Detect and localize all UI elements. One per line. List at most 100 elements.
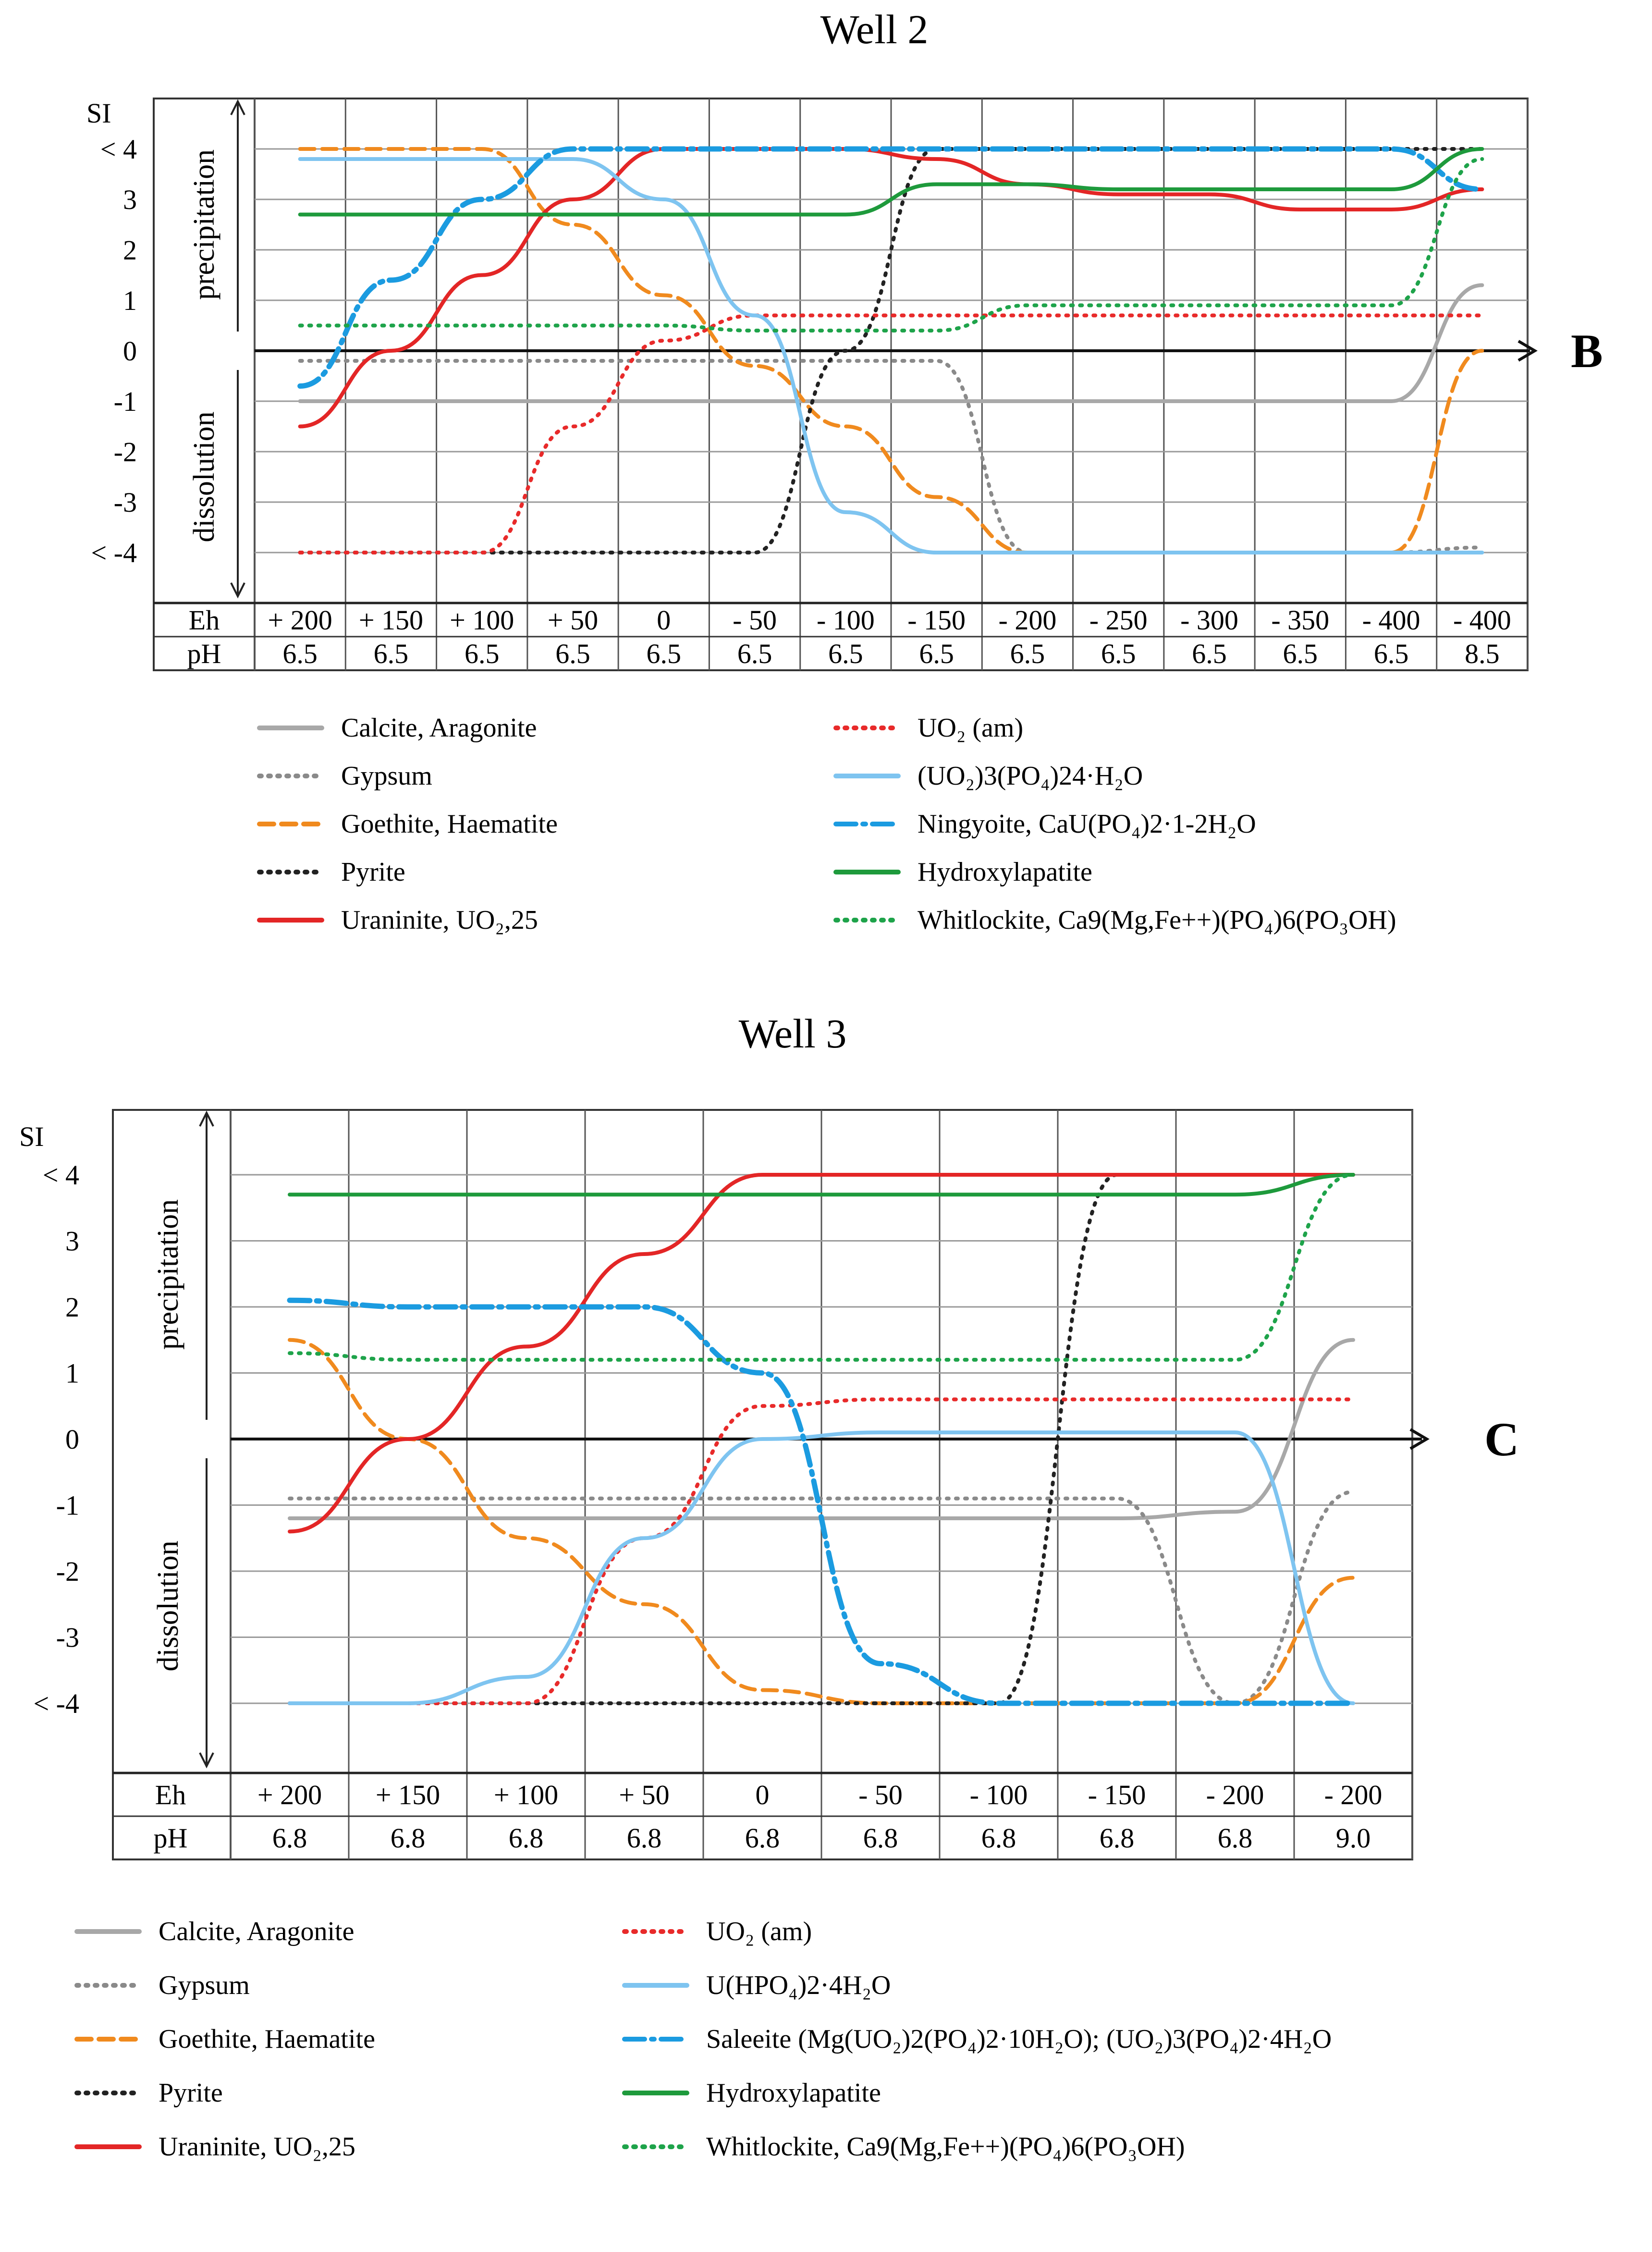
y-tick-label: < -4 <box>91 537 137 568</box>
y-tick-label: -2 <box>56 1556 79 1587</box>
ph-value: 6.8 <box>627 1822 662 1854</box>
y-tick-label: 2 <box>65 1292 79 1323</box>
y-tick-label: 0 <box>123 335 137 367</box>
y-tick-label: 0 <box>65 1424 79 1455</box>
arrowhead-down <box>199 1752 214 1769</box>
y-tick-label: < -4 <box>33 1688 79 1719</box>
ph-value: 8.5 <box>1465 638 1500 669</box>
series-line <box>288 1173 1355 1197</box>
eh-value: - 50 <box>733 604 777 636</box>
ph-value: 6.8 <box>391 1822 426 1854</box>
eh-value: - 50 <box>858 1779 903 1810</box>
eh-value: - 200 <box>999 604 1057 636</box>
legend-label: UO₂ (am) <box>706 1917 812 1946</box>
series-line <box>288 1338 1355 1520</box>
arrowhead-down <box>230 582 245 599</box>
eh-value: - 400 <box>1453 604 1511 636</box>
series-line <box>288 1397 1355 1705</box>
ph-value: 6.5 <box>737 638 772 669</box>
legend-label: Gypsum <box>159 1970 250 2000</box>
series-line <box>297 146 1485 389</box>
eh-value: + 200 <box>268 604 332 636</box>
y-tick-label: 1 <box>65 1358 79 1389</box>
eh-value: - 200 <box>1324 1779 1383 1810</box>
ph-value: 9.0 <box>1336 1822 1371 1854</box>
legend-label: Gypsum <box>341 761 432 791</box>
ph-value: 6.5 <box>828 638 863 669</box>
legend-label: Hydroxylapatite <box>918 857 1092 887</box>
y-tick-label: -3 <box>114 487 137 518</box>
series-line <box>298 283 1484 404</box>
zero-axis-arrowhead <box>1517 340 1538 362</box>
legend-label: Whitlockite, Ca9(Mg,Fe++)(PO₄)6(PO₃OH) <box>706 2132 1185 2162</box>
legend: Calcite, Aragonite Gypsum Goethite, Haemat… <box>74 1917 1332 2162</box>
ph-value: 6.5 <box>1010 638 1045 669</box>
dissolution-label: dissolution <box>152 1540 184 1671</box>
eh-value: - 100 <box>817 604 875 636</box>
plot-frame <box>153 98 1529 671</box>
ph-value: 6.8 <box>745 1822 780 1854</box>
eh-value: - 150 <box>1088 1779 1146 1810</box>
y-tick-label: -1 <box>114 386 137 417</box>
panel-marker: B <box>1571 324 1603 378</box>
series-line <box>288 1490 1355 1706</box>
legend-label: UO₂ (am) <box>918 713 1023 743</box>
chart-well-3: Well 3 < 4 3 2 1 0 -1 -2 -3 < -4 SI precipitation di… <box>19 1010 1519 2162</box>
eh-value: - 300 <box>1180 604 1238 636</box>
y-tick-label: < 4 <box>43 1159 79 1191</box>
chart-title: Well 3 <box>739 1010 847 1057</box>
dissolution-label: dissolution <box>188 411 220 542</box>
ph-value: 6.5 <box>555 638 590 669</box>
ph-value: 6.5 <box>1374 638 1409 669</box>
eh-value: + 50 <box>548 604 598 636</box>
eh-row-label: Eh <box>189 604 220 636</box>
ph-row-label: pH <box>154 1822 188 1854</box>
eh-value: + 150 <box>359 604 423 636</box>
legend-label: Calcite, Aragonite <box>159 1917 354 1946</box>
plot-frame <box>112 1109 1413 1860</box>
ph-value: 6.5 <box>1101 638 1136 669</box>
arrowhead-up <box>199 1110 214 1127</box>
zero-axis-arrowhead <box>1409 1428 1430 1450</box>
y-tick-label: -1 <box>56 1490 79 1521</box>
ph-value: 6.5 <box>465 638 500 669</box>
precipitation-label: precipitation <box>152 1199 184 1350</box>
series-line <box>288 1173 1355 1705</box>
series-line <box>288 1173 1355 1534</box>
legend-label: Calcite, Aragonite <box>341 713 537 743</box>
y-tick-label: 1 <box>123 285 137 316</box>
ph-value: 6.5 <box>374 638 409 669</box>
eh-value: - 200 <box>1206 1779 1264 1810</box>
eh-value: + 200 <box>257 1779 322 1810</box>
precipitation-label: precipitation <box>188 149 220 300</box>
legend-label: Whitlockite, Ca9(Mg,Fe++)(PO₄)6(PO₃OH) <box>918 905 1396 935</box>
y-tick-label: -3 <box>56 1622 79 1653</box>
eh-value: + 100 <box>450 604 514 636</box>
eh-value: - 350 <box>1271 604 1329 636</box>
ph-value: 6.8 <box>1100 1822 1135 1854</box>
arrowhead-up <box>230 99 245 115</box>
eh-value: 0 <box>657 604 671 636</box>
legend-label: Uraninite, UO₂,25 <box>159 2132 355 2162</box>
series-line <box>298 358 1484 555</box>
y-tick-label: -2 <box>114 436 137 468</box>
ph-row-label: pH <box>187 638 221 669</box>
series-line <box>288 1430 1355 1705</box>
series-line <box>298 147 1484 217</box>
eh-value: 0 <box>756 1779 770 1810</box>
eh-value: - 400 <box>1362 604 1420 636</box>
eh-value: + 100 <box>494 1779 558 1810</box>
y-tick-label: 3 <box>65 1226 79 1257</box>
ph-value: 6.8 <box>981 1822 1016 1854</box>
legend-label: Pyrite <box>159 2078 223 2108</box>
ph-value: 6.8 <box>863 1822 898 1854</box>
legend-label: Goethite, Haematite <box>341 809 558 839</box>
legend-label: (UO₂)3(PO₄)24·H₂O <box>918 761 1143 791</box>
ph-value: 6.8 <box>509 1822 544 1854</box>
y-tick-label: 3 <box>123 184 137 215</box>
ph-value: 6.8 <box>1218 1822 1253 1854</box>
legend-label: Pyrite <box>341 857 405 887</box>
eh-value: + 50 <box>619 1779 669 1810</box>
eh-value: - 100 <box>970 1779 1028 1810</box>
